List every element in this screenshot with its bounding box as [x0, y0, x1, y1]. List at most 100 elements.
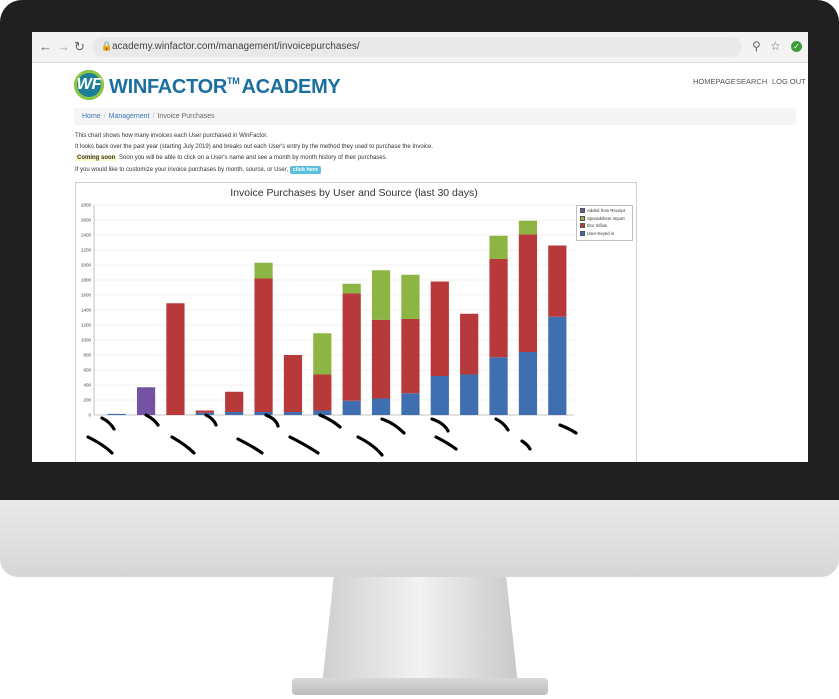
bar-segment [254, 278, 273, 412]
redaction-scribble [356, 435, 384, 457]
bar-segment [430, 376, 449, 415]
y-tick-label: 1400 [81, 308, 92, 313]
y-tick-label: 400 [83, 383, 91, 388]
legend-label: Added from Receipt [587, 208, 625, 213]
intro-line-3: Coming soon Soon you will be able to cli… [75, 155, 387, 161]
monitor-base [292, 678, 548, 695]
y-tick-label: 2000 [81, 263, 92, 268]
bar-segment [107, 413, 126, 415]
click-here-button[interactable]: click here [289, 166, 322, 174]
bar-segment [313, 410, 332, 415]
bar-segment [342, 293, 361, 401]
redaction-scribble [558, 423, 578, 435]
redaction-scribble [430, 417, 450, 433]
y-tick-label: 1800 [81, 278, 92, 283]
bar-segment [342, 400, 361, 415]
bar-segment [313, 333, 332, 375]
search-icon[interactable]: ⚲ [752, 39, 761, 53]
coming-soon-badge: Coming soon [75, 155, 118, 161]
bar-segment [195, 410, 214, 413]
y-tick-label: 200 [83, 398, 91, 403]
intro-line-1: This chart shows how many invoices each … [75, 133, 268, 139]
y-tick-label: 2800 [81, 203, 92, 208]
legend-label: Spreadsheet Import [587, 215, 625, 221]
back-arrow-icon[interactable]: ← [39, 39, 52, 54]
breadcrumb: Home / Management / Invoice Purchases [74, 108, 796, 125]
bar-segment [489, 357, 508, 415]
redaction-scribble [520, 439, 532, 451]
bar-segment [313, 374, 332, 411]
redaction-scribble [494, 417, 510, 432]
legend-swatch [580, 208, 585, 213]
monitor-chin [0, 500, 839, 577]
bar-segment [401, 319, 420, 394]
breadcrumb-current: Invoice Purchases [157, 113, 215, 120]
redaction-scribble [170, 435, 196, 455]
stacked-bar-chart: Invoice Purchases by User and Source (la… [81, 187, 578, 457]
y-tick-label: 1600 [81, 293, 92, 298]
screen: ← → ↻ 🔒 academy.winfactor.com/management… [32, 32, 808, 462]
redaction-scribble [86, 435, 114, 455]
logo-tm: TM [227, 76, 240, 86]
intro-line-2: It looks back over the past year (starti… [75, 144, 434, 150]
logo-word-2: ACADEMY [241, 76, 341, 98]
redaction-scribble [380, 417, 406, 435]
logo-mark: WF [74, 70, 104, 100]
legend-item[interactable]: Spreadsheet Import [580, 215, 625, 222]
nav-search[interactable]: SEARCH [736, 77, 768, 86]
y-tick-label: 0 [88, 413, 91, 418]
forward-arrow-icon[interactable]: → [57, 39, 70, 54]
reload-icon[interactable]: ↻ [74, 39, 85, 54]
legend-swatch [580, 230, 585, 236]
bar-segment [401, 274, 420, 319]
bar-segment [283, 355, 303, 412]
bar-segment [430, 281, 449, 376]
bar-segment [195, 412, 214, 415]
bar-segment [460, 374, 479, 415]
breadcrumb-home[interactable]: Home [82, 113, 101, 120]
url-text: academy.winfactor.com/management/invoice… [112, 41, 360, 52]
nav-homepage[interactable]: HOMEPAGE [693, 77, 736, 86]
redaction-scribble [318, 413, 342, 429]
legend-item[interactable]: User-Keyed in [580, 230, 615, 237]
bar-segment [371, 319, 391, 399]
y-tick-label: 1200 [81, 323, 92, 328]
bar-segment [489, 259, 508, 358]
address-bar[interactable]: 🔒 academy.winfactor.com/management/invoi… [92, 37, 742, 57]
monitor-stand [322, 577, 518, 685]
y-tick-label: 2600 [81, 218, 92, 223]
legend-label: Doc Inflow [587, 223, 608, 228]
check-icon[interactable]: ✓ [791, 41, 802, 52]
y-tick-label: 600 [83, 368, 91, 373]
browser-toolbar: ← → ↻ 🔒 academy.winfactor.com/management… [32, 32, 808, 63]
redaction-scribble [264, 413, 280, 428]
nav-logout[interactable]: LOG OUT [772, 77, 806, 86]
intro-line-4: If you would like to customize your invo… [75, 166, 322, 174]
legend-item[interactable]: Added from Receipt [580, 208, 625, 214]
star-icon[interactable]: ☆ [770, 39, 781, 53]
legend-swatch [580, 223, 585, 228]
bar-segment [489, 235, 508, 259]
bar-segment [548, 245, 567, 317]
legend-label: User-Keyed in [587, 230, 615, 236]
y-tick-label: 800 [83, 353, 91, 358]
y-tick-label: 1000 [81, 338, 92, 343]
bar-segment [225, 412, 244, 415]
breadcrumb-management[interactable]: Management [108, 113, 150, 120]
chart-title: Invoice Purchases by User and Source (la… [230, 187, 477, 199]
bar-segment [136, 387, 156, 415]
bar-segment [371, 270, 391, 320]
bar-segment [518, 234, 538, 352]
logo-word-1: WINFACTOR [109, 76, 228, 98]
coming-soon-text: Soon you will be able to click on a User… [119, 155, 388, 161]
bar-segment [548, 316, 567, 415]
legend-swatch [580, 215, 585, 221]
redaction-scribble [288, 435, 320, 455]
chart-legend: Added from Receipt Spreadsheet Import Doc … [576, 205, 633, 241]
bar-segment [371, 398, 391, 415]
redaction-scribble [434, 435, 458, 451]
redaction-scribble [144, 413, 160, 427]
chart-container: Invoice Purchases by User and Source (la… [75, 182, 637, 462]
bar-segment [225, 391, 244, 412]
legend-item[interactable]: Doc Inflow [580, 223, 607, 229]
